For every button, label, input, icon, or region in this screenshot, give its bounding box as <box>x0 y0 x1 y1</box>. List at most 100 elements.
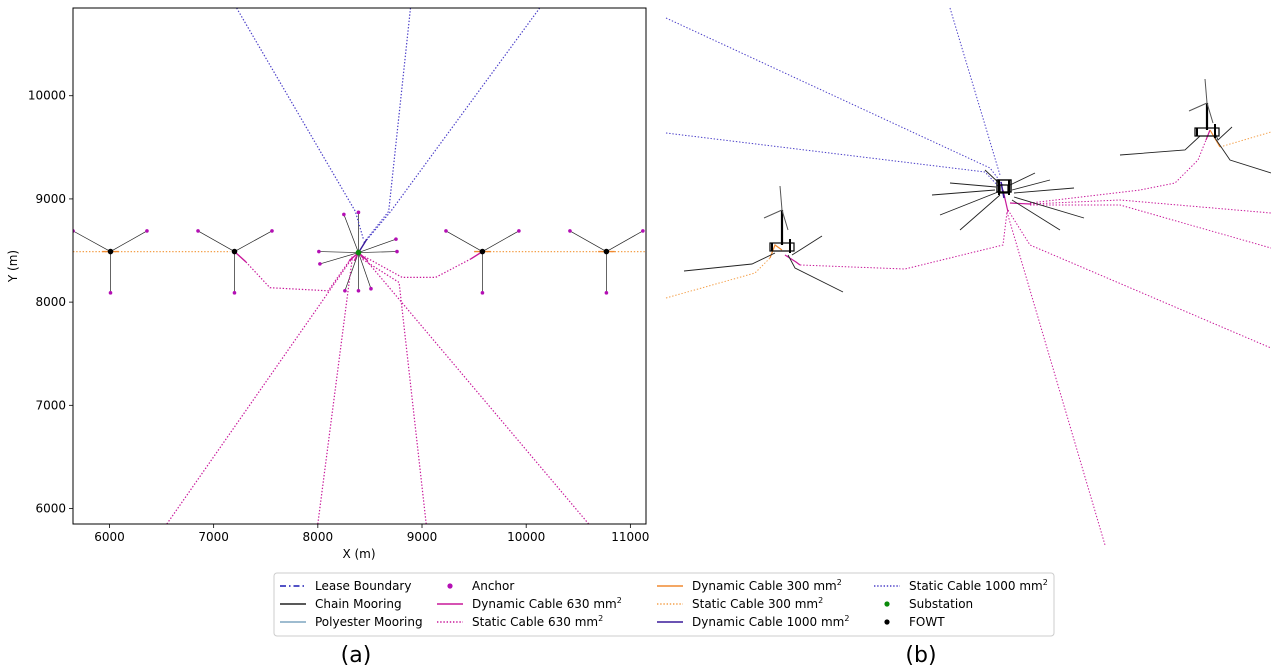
x-tick-label: 10000 <box>507 530 545 544</box>
chain-mooring-line <box>445 230 483 252</box>
y-tick-label: 7000 <box>35 398 66 412</box>
anchor-point <box>356 288 361 293</box>
x-tick-label: 6000 <box>94 530 125 544</box>
chain-mooring-line <box>787 254 844 293</box>
anchor-point <box>318 262 322 266</box>
legend-swatch <box>884 601 890 607</box>
chain-mooring-line <box>606 230 644 252</box>
x-tick-label: 11000 <box>611 530 649 544</box>
y-tick-label: 9000 <box>35 192 66 206</box>
legend-label: Polyester Mooring <box>315 615 423 629</box>
dynamic-cable-300 <box>769 244 783 259</box>
legend-label: Anchor <box>472 579 514 593</box>
legend-label: Static Cable 300 mm2 <box>692 596 823 611</box>
chain-mooring-line <box>683 252 776 272</box>
y-axis-label: Y (m) <box>6 250 20 283</box>
anchor-point <box>394 237 398 241</box>
chain-mooring-line <box>1214 126 1233 141</box>
anchor-point <box>517 229 521 233</box>
chain-mooring-line <box>931 189 996 196</box>
x-axis-label: X (m) <box>342 547 375 561</box>
anchor-point <box>395 249 399 254</box>
anchor-point <box>356 210 361 215</box>
anchor-point <box>369 286 373 291</box>
axes-frame <box>72 7 647 525</box>
anchor-point <box>343 288 347 293</box>
static-cable-1000 <box>949 7 1001 176</box>
anchor-point <box>196 229 200 233</box>
legend-label: Dynamic Cable 300 mm2 <box>692 578 842 593</box>
anchor-point <box>604 291 609 295</box>
y-tick-label: 6000 <box>35 502 66 516</box>
fowt-model-right <box>1188 78 1220 138</box>
chain-mooring-line <box>110 230 148 252</box>
anchor-point <box>342 212 346 217</box>
static-cable-630 <box>1007 209 1271 349</box>
chain-mooring-line <box>1011 199 1061 231</box>
render-panel-b <box>665 7 1271 546</box>
cable-line <box>364 256 472 278</box>
anchor-point <box>145 229 149 233</box>
chart-panel-a: 6000 7000 8000 9000 10000 11000 6000 7000 8000 90… <box>6 7 650 561</box>
fowt-model-left <box>763 185 795 253</box>
chain-mooring-line <box>791 235 823 256</box>
legend-label: Static Cable 1000 mm2 <box>909 578 1048 593</box>
static-cable-1000 <box>665 17 1004 186</box>
chain-mooring-line <box>234 230 273 252</box>
fowt-point <box>479 248 486 255</box>
cable-line <box>364 8 541 243</box>
static-cable-630 <box>1029 199 1271 214</box>
chain-mooring-line <box>73 230 111 252</box>
dynamic-cable-630 <box>1205 129 1211 141</box>
dynamic-cable-630 <box>1009 202 1031 205</box>
fowt-point <box>603 248 610 255</box>
chain-mooring-line <box>358 238 397 253</box>
chain-mooring-line <box>1013 187 1075 194</box>
anchor-point <box>641 229 645 233</box>
fowt-point <box>107 248 114 255</box>
panel-label-a: (a) <box>341 643 372 667</box>
cable-line <box>361 258 427 524</box>
static-cable-300 <box>1219 131 1271 148</box>
chain-mooring-line <box>1009 172 1036 186</box>
x-tick-label: 8000 <box>303 530 334 544</box>
legend-label: Static Cable 630 mm2 <box>472 614 603 629</box>
y-tick-label: 10000 <box>28 89 66 103</box>
substation-model <box>996 179 1012 195</box>
chain-mooring-line <box>343 214 359 253</box>
chain-mooring-line <box>344 252 359 291</box>
chain-mooring-line <box>358 252 372 289</box>
legend-label: Dynamic Cable 630 mm2 <box>472 596 622 611</box>
panel-label-b: (b) <box>905 643 936 667</box>
chain-mooring-line <box>319 252 359 265</box>
cable-line <box>245 256 353 292</box>
static-cable-630 <box>1006 211 1106 546</box>
dynamic-cable-630 <box>784 254 801 266</box>
legend-label: Dynamic Cable 1000 mm2 <box>692 614 849 629</box>
chain-mooring-line <box>1011 179 1051 191</box>
chain-mooring-line <box>949 182 997 188</box>
static-cable-1000 <box>665 132 1001 189</box>
anchor-point <box>317 249 321 254</box>
anchor-point <box>108 291 113 295</box>
legend-label: Lease Boundary <box>315 579 411 593</box>
anchor-point <box>232 291 237 295</box>
substation-point <box>355 249 362 256</box>
anchor-point <box>480 291 485 295</box>
cable-line <box>362 8 412 245</box>
chain-mooring-line <box>358 251 398 253</box>
anchor-point <box>444 229 448 233</box>
cable-line <box>365 259 590 524</box>
chain-mooring-line <box>318 251 359 253</box>
anchor-point <box>270 229 274 233</box>
static-cable-630 <box>1030 204 1271 249</box>
chain-mooring-line <box>1214 137 1271 174</box>
axis-ticks: 6000 7000 8000 9000 10000 11000 6000 7000 8000 90… <box>28 89 650 544</box>
legend: Lease Boundary Chain Mooring Polyester Moo… <box>273 572 1055 637</box>
legend-label: FOWT <box>909 615 945 629</box>
legend-label: Substation <box>909 597 973 611</box>
chain-mooring-line <box>1119 135 1201 156</box>
chain-mooring-line <box>1013 196 1085 219</box>
static-cable-630 <box>799 211 1008 270</box>
fowt-point <box>231 248 238 255</box>
